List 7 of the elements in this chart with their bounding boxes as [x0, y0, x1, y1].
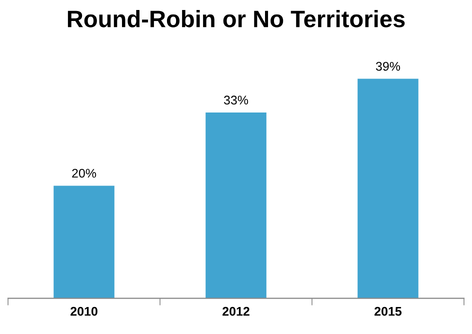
data-label: 20% [72, 168, 96, 178]
chart-title: Round-Robin or No Territories [68, 10, 405, 28]
data-label: 33% [224, 96, 248, 105]
x-tick-label: 2015 [374, 306, 402, 316]
x-tick-label: 2010 [70, 306, 98, 316]
data-label: 39% [376, 62, 400, 71]
x-tick-label: 2012 [222, 306, 250, 316]
